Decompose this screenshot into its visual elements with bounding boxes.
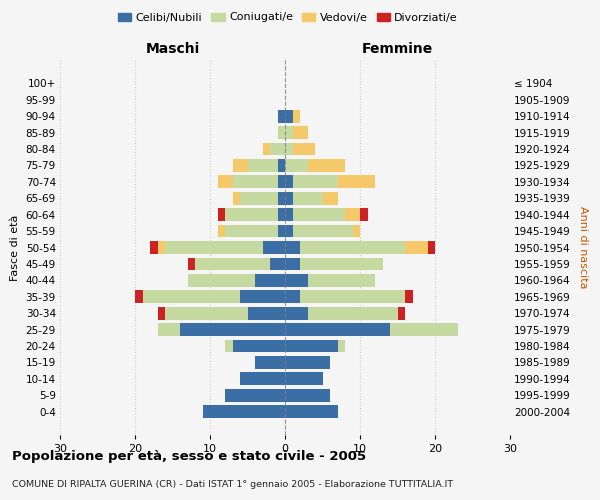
Bar	[285, 159, 308, 172]
Bar	[195, 258, 270, 270]
Bar	[225, 208, 277, 221]
Bar	[277, 208, 285, 221]
Bar	[285, 142, 293, 156]
Bar	[248, 159, 277, 172]
Bar	[285, 176, 293, 188]
Bar	[233, 176, 277, 188]
Bar	[337, 340, 345, 352]
Bar	[225, 340, 233, 352]
Bar	[203, 405, 285, 418]
Text: Femmine: Femmine	[362, 42, 433, 56]
Bar	[285, 274, 308, 286]
Text: Maschi: Maschi	[145, 42, 200, 56]
Bar	[248, 306, 285, 320]
Bar	[285, 323, 390, 336]
Bar	[390, 323, 458, 336]
Bar	[293, 208, 345, 221]
Text: Popolazione per età, sesso e stato civile - 2005: Popolazione per età, sesso e stato civil…	[12, 450, 366, 463]
Bar	[398, 306, 405, 320]
Bar	[277, 159, 285, 172]
Bar	[323, 192, 337, 204]
Bar	[285, 110, 293, 122]
Bar	[270, 142, 285, 156]
Bar	[225, 389, 285, 402]
Bar	[285, 126, 293, 139]
Y-axis label: Anni di nascita: Anni di nascita	[578, 206, 587, 289]
Bar	[353, 224, 360, 237]
Bar	[277, 110, 285, 122]
Bar	[263, 241, 285, 254]
Bar	[277, 224, 285, 237]
Bar	[277, 176, 285, 188]
Bar	[218, 224, 225, 237]
Bar	[143, 290, 240, 303]
Bar	[218, 176, 233, 188]
Bar	[285, 405, 337, 418]
Bar	[293, 142, 315, 156]
Bar	[300, 241, 405, 254]
Bar	[233, 340, 285, 352]
Y-axis label: Fasce di età: Fasce di età	[10, 214, 20, 280]
Bar	[285, 306, 308, 320]
Bar	[285, 224, 293, 237]
Bar	[135, 290, 143, 303]
Bar	[293, 110, 300, 122]
Bar	[308, 274, 375, 286]
Bar	[157, 306, 165, 320]
Bar	[285, 290, 300, 303]
Bar	[157, 241, 165, 254]
Bar	[285, 241, 300, 254]
Bar	[293, 224, 353, 237]
Bar	[405, 290, 413, 303]
Bar	[165, 241, 263, 254]
Bar	[337, 176, 375, 188]
Bar	[180, 323, 285, 336]
Bar	[360, 208, 367, 221]
Legend: Celibi/Nubili, Coniugati/e, Vedovi/e, Divorziati/e: Celibi/Nubili, Coniugati/e, Vedovi/e, Di…	[113, 8, 463, 27]
Bar	[255, 274, 285, 286]
Bar	[285, 356, 330, 368]
Bar	[165, 306, 248, 320]
Text: COMUNE DI RIPALTA GUERINA (CR) - Dati ISTAT 1° gennaio 2005 - Elaborazione TUTTI: COMUNE DI RIPALTA GUERINA (CR) - Dati IS…	[12, 480, 453, 489]
Bar	[218, 208, 225, 221]
Bar	[240, 192, 277, 204]
Bar	[263, 142, 270, 156]
Bar	[285, 372, 323, 385]
Bar	[157, 323, 180, 336]
Bar	[233, 159, 248, 172]
Bar	[427, 241, 435, 254]
Bar	[187, 274, 255, 286]
Bar	[300, 290, 405, 303]
Bar	[285, 389, 330, 402]
Bar	[255, 356, 285, 368]
Bar	[270, 258, 285, 270]
Bar	[225, 224, 277, 237]
Bar	[150, 241, 157, 254]
Bar	[293, 176, 337, 188]
Bar	[285, 192, 293, 204]
Bar	[308, 306, 398, 320]
Bar	[187, 258, 195, 270]
Bar	[285, 340, 337, 352]
Bar	[293, 126, 308, 139]
Bar	[293, 192, 323, 204]
Bar	[285, 258, 300, 270]
Bar	[285, 208, 293, 221]
Bar	[405, 241, 427, 254]
Bar	[240, 372, 285, 385]
Bar	[277, 126, 285, 139]
Bar	[240, 290, 285, 303]
Bar	[308, 159, 345, 172]
Bar	[345, 208, 360, 221]
Bar	[300, 258, 383, 270]
Bar	[277, 192, 285, 204]
Bar	[233, 192, 240, 204]
